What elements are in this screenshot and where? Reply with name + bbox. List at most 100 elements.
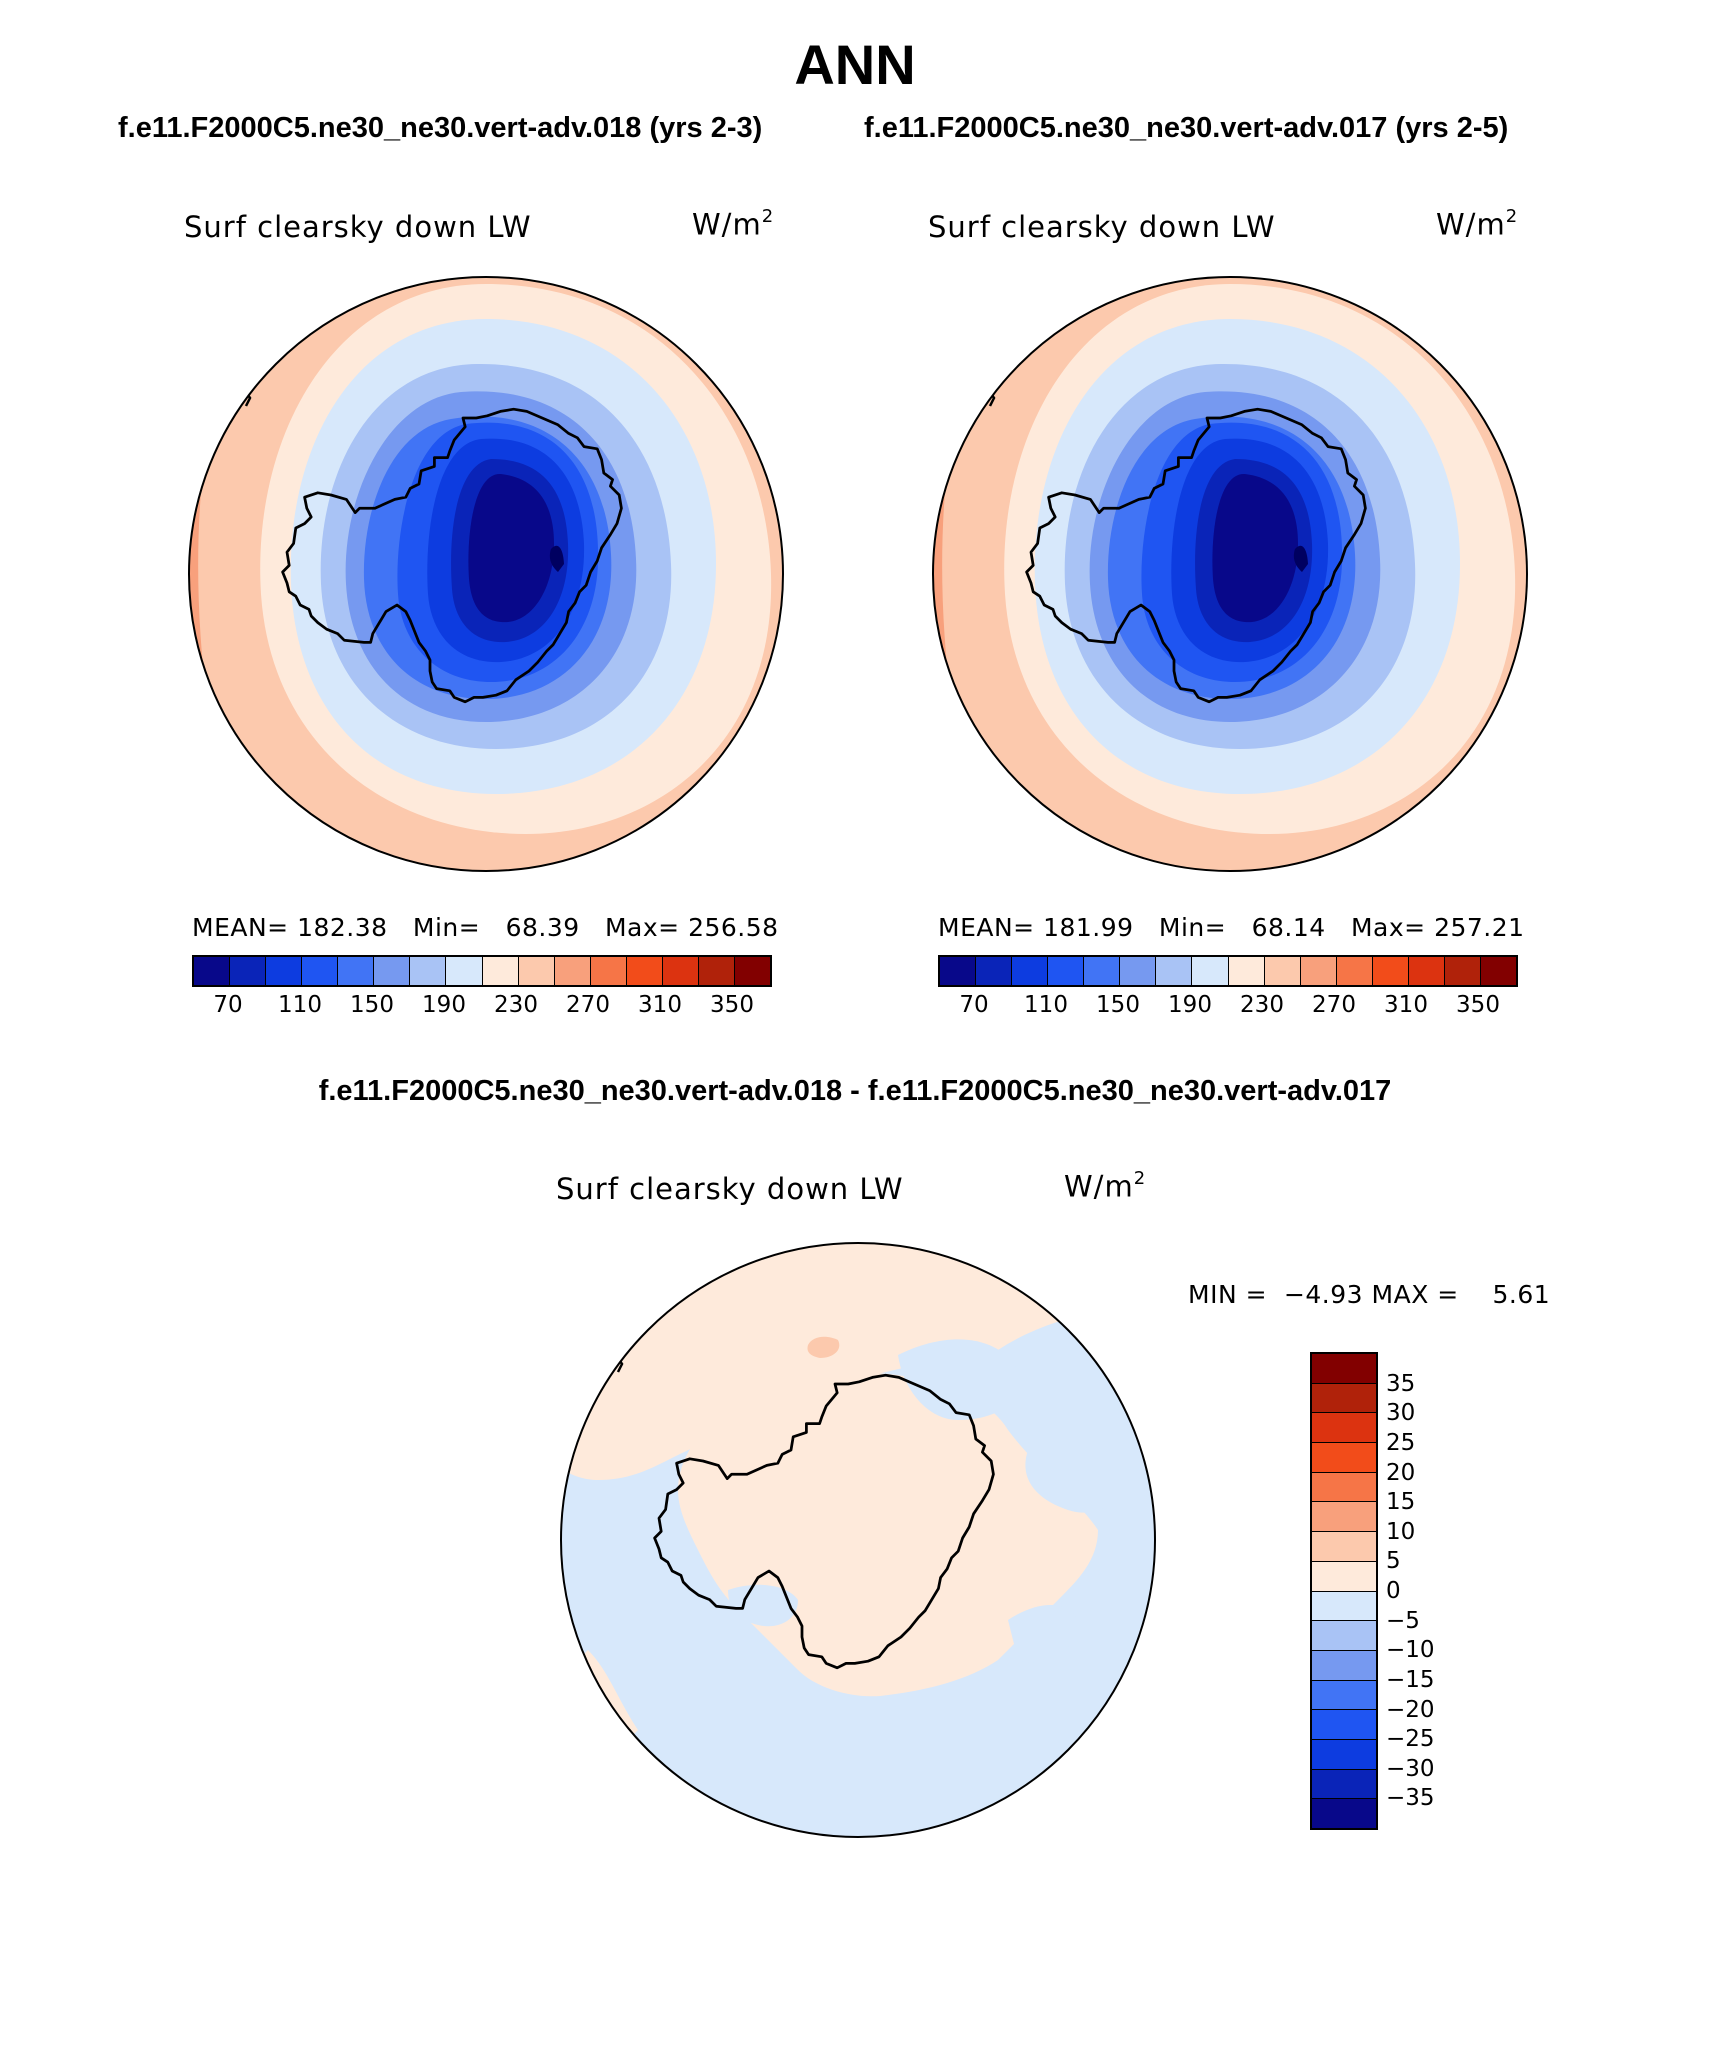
colorbar-tick-label: −30: [1386, 1755, 1435, 1782]
colorbar-swatch: [1312, 1413, 1376, 1444]
colorbar-swatch: [626, 957, 663, 985]
colorbar-swatch: [1084, 957, 1121, 985]
colorbar-swatch: [1120, 957, 1157, 985]
colorbar-tick-label: 310: [1384, 992, 1428, 1018]
diff-stats: MIN = −4.93 MAX = 5.61: [1188, 1280, 1551, 1309]
colorbar-swatch: [266, 957, 303, 985]
colorbar-tick-label: −35: [1386, 1785, 1435, 1812]
colorbar-tick-label: −5: [1386, 1607, 1420, 1634]
left-colorbar: [192, 955, 772, 987]
colorbar-swatch: [1312, 1354, 1376, 1384]
colorbar-swatch: [1156, 957, 1193, 985]
right-max-value: 257.21: [1434, 913, 1525, 942]
colorbar-swatch: [1312, 1532, 1376, 1562]
colorbar-swatch: [482, 957, 519, 985]
colorbar-swatch: [1408, 957, 1445, 985]
colorbar-tick-label: −25: [1386, 1726, 1435, 1753]
colorbar-swatch: [374, 957, 411, 985]
colorbar-tick-label: 5: [1386, 1548, 1401, 1575]
right-variable-label: Surf clearsky down LW: [928, 210, 1276, 244]
colorbar-swatch: [194, 957, 231, 985]
colorbar-tick-label: 230: [494, 992, 538, 1018]
colorbar-tick-label: −15: [1386, 1666, 1435, 1693]
colorbar-tick-label: 270: [566, 992, 610, 1018]
colorbar-swatch: [1312, 1502, 1376, 1533]
colorbar-swatch: [1228, 957, 1265, 985]
colorbar-swatch: [734, 957, 770, 985]
colorbar-tick-label: 70: [213, 992, 243, 1018]
colorbar-swatch: [1336, 957, 1373, 985]
left-min-value: 68.39: [505, 913, 580, 942]
colorbar-swatch: [446, 957, 483, 985]
diff-max-value: 5.61: [1492, 1280, 1551, 1309]
colorbar-tick-label: 110: [278, 992, 322, 1018]
colorbar-tick-label: −20: [1386, 1696, 1435, 1723]
colorbar-tick-label: 0: [1386, 1578, 1401, 1604]
diff-units-label: W/m2: [1064, 1168, 1147, 1204]
colorbar-swatch: [1312, 1561, 1376, 1592]
colorbar-swatch: [1312, 1621, 1376, 1651]
left-polar-map: [188, 276, 784, 872]
colorbar-tick-label: 150: [1096, 992, 1140, 1018]
colorbar-swatch: [976, 957, 1013, 985]
colorbar-tick-label: 110: [1024, 992, 1068, 1018]
right-mean-value: 181.99: [1043, 913, 1134, 942]
colorbar-swatch: [698, 957, 735, 985]
colorbar-tick-label: 25: [1386, 1429, 1416, 1456]
colorbar-tick-label: 350: [710, 992, 754, 1018]
colorbar-swatch: [1312, 1710, 1376, 1740]
colorbar-tick-label: 70: [959, 992, 989, 1018]
colorbar-swatch: [1312, 1799, 1376, 1828]
colorbar-swatch: [1312, 1472, 1376, 1503]
colorbar-swatch: [1312, 1443, 1376, 1473]
colorbar-swatch: [1444, 957, 1481, 985]
figure-title: ANN: [794, 33, 916, 96]
colorbar-swatch: [1312, 1591, 1376, 1622]
left-stats: MEAN= 182.38 Min= 68.39 Max= 256.58: [192, 913, 779, 942]
left-max-value: 256.58: [688, 913, 779, 942]
colorbar-swatch: [1312, 1383, 1376, 1414]
left-units-label: W/m2: [692, 206, 775, 242]
colorbar-tick-label: 230: [1240, 992, 1284, 1018]
diff-variable-label: Surf clearsky down LW: [556, 1172, 904, 1206]
diff-polar-map: [560, 1242, 1156, 1838]
colorbar-swatch: [1372, 957, 1409, 985]
colorbar-tick-label: 10: [1386, 1518, 1416, 1545]
colorbar-swatch: [410, 957, 447, 985]
colorbar-swatch: [940, 957, 977, 985]
colorbar-swatch: [302, 957, 339, 985]
colorbar-swatch: [662, 957, 699, 985]
colorbar-swatch: [1012, 957, 1049, 985]
colorbar-swatch: [1264, 957, 1301, 985]
colorbar-swatch: [1312, 1650, 1376, 1681]
colorbar-tick-label: 190: [1168, 992, 1212, 1018]
right-polar-map: [932, 276, 1528, 872]
case2-label: f.e11.F2000C5.ne30_ne30.vert-adv.017 (yr…: [864, 112, 1509, 144]
colorbar-tick-label: 350: [1456, 992, 1500, 1018]
colorbar-swatch: [1312, 1680, 1376, 1711]
diff-min-value: −4.93: [1283, 1280, 1364, 1309]
colorbar-tick-label: 35: [1386, 1370, 1416, 1397]
left-mean-value: 182.38: [297, 913, 388, 942]
colorbar-swatch: [1312, 1769, 1376, 1800]
left-variable-label: Surf clearsky down LW: [184, 210, 532, 244]
colorbar-tick-label: 15: [1386, 1489, 1416, 1516]
colorbar-swatch: [1300, 957, 1337, 985]
diff-title: f.e11.F2000C5.ne30_ne30.vert-adv.018 - f…: [318, 1075, 1392, 1107]
right-colorbar: [938, 955, 1518, 987]
colorbar-swatch: [590, 957, 627, 985]
colorbar-swatch: [1480, 957, 1516, 985]
colorbar-tick-label: 150: [350, 992, 394, 1018]
colorbar-swatch: [1192, 957, 1229, 985]
colorbar-swatch: [230, 957, 267, 985]
colorbar-swatch: [1048, 957, 1085, 985]
colorbar-tick-label: −10: [1386, 1637, 1435, 1664]
right-stats: MEAN= 181.99 Min= 68.14 Max= 257.21: [938, 913, 1525, 942]
colorbar-tick-label: 190: [422, 992, 466, 1018]
right-units-label: W/m2: [1436, 206, 1519, 242]
diff-colorbar: [1310, 1352, 1378, 1830]
colorbar-swatch: [518, 957, 555, 985]
colorbar-tick-label: 310: [638, 992, 682, 1018]
colorbar-swatch: [554, 957, 591, 985]
colorbar-tick-label: 270: [1312, 992, 1356, 1018]
